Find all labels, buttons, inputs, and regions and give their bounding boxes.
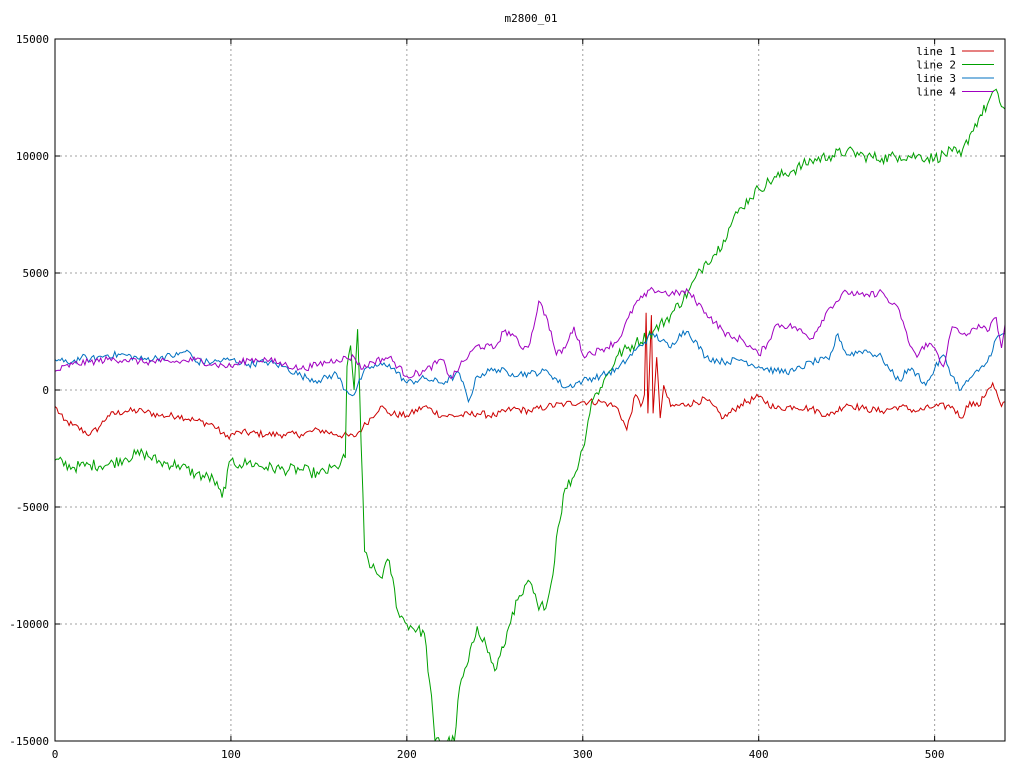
y-tick-label: 10000 [16,150,49,163]
series-line-4 [55,286,1005,379]
y-tick-label: -15000 [9,735,49,748]
grid-lines [55,39,1005,741]
series-line-2 [55,88,1005,741]
y-tick-label: 15000 [16,33,49,46]
legend-label-1: line 1 [916,45,956,58]
series-line-3 [55,329,1005,404]
axis-ticks: 0 100 200 300 400 500 -15000 -10000 -5000 0 5000 10… [9,33,1005,761]
series-layer [55,88,1005,741]
x-tick-label: 500 [925,748,945,761]
series-line-1 [55,312,1005,441]
x-tick-label: 0 [52,748,59,761]
x-tick-label: 400 [749,748,769,761]
y-tick-label: 0 [42,384,49,397]
legend-label-4: line 4 [916,86,956,99]
y-tick-label: 5000 [23,267,50,280]
legend-label-3: line 3 [916,72,956,85]
legend-label-2: line 2 [916,59,956,72]
y-tick-label: -5000 [16,501,49,514]
y-tick-label: -10000 [9,618,49,631]
chart-title: m2800_01 [505,12,558,25]
x-tick-label: 200 [397,748,417,761]
x-tick-label: 100 [221,748,241,761]
x-tick-label: 300 [573,748,593,761]
